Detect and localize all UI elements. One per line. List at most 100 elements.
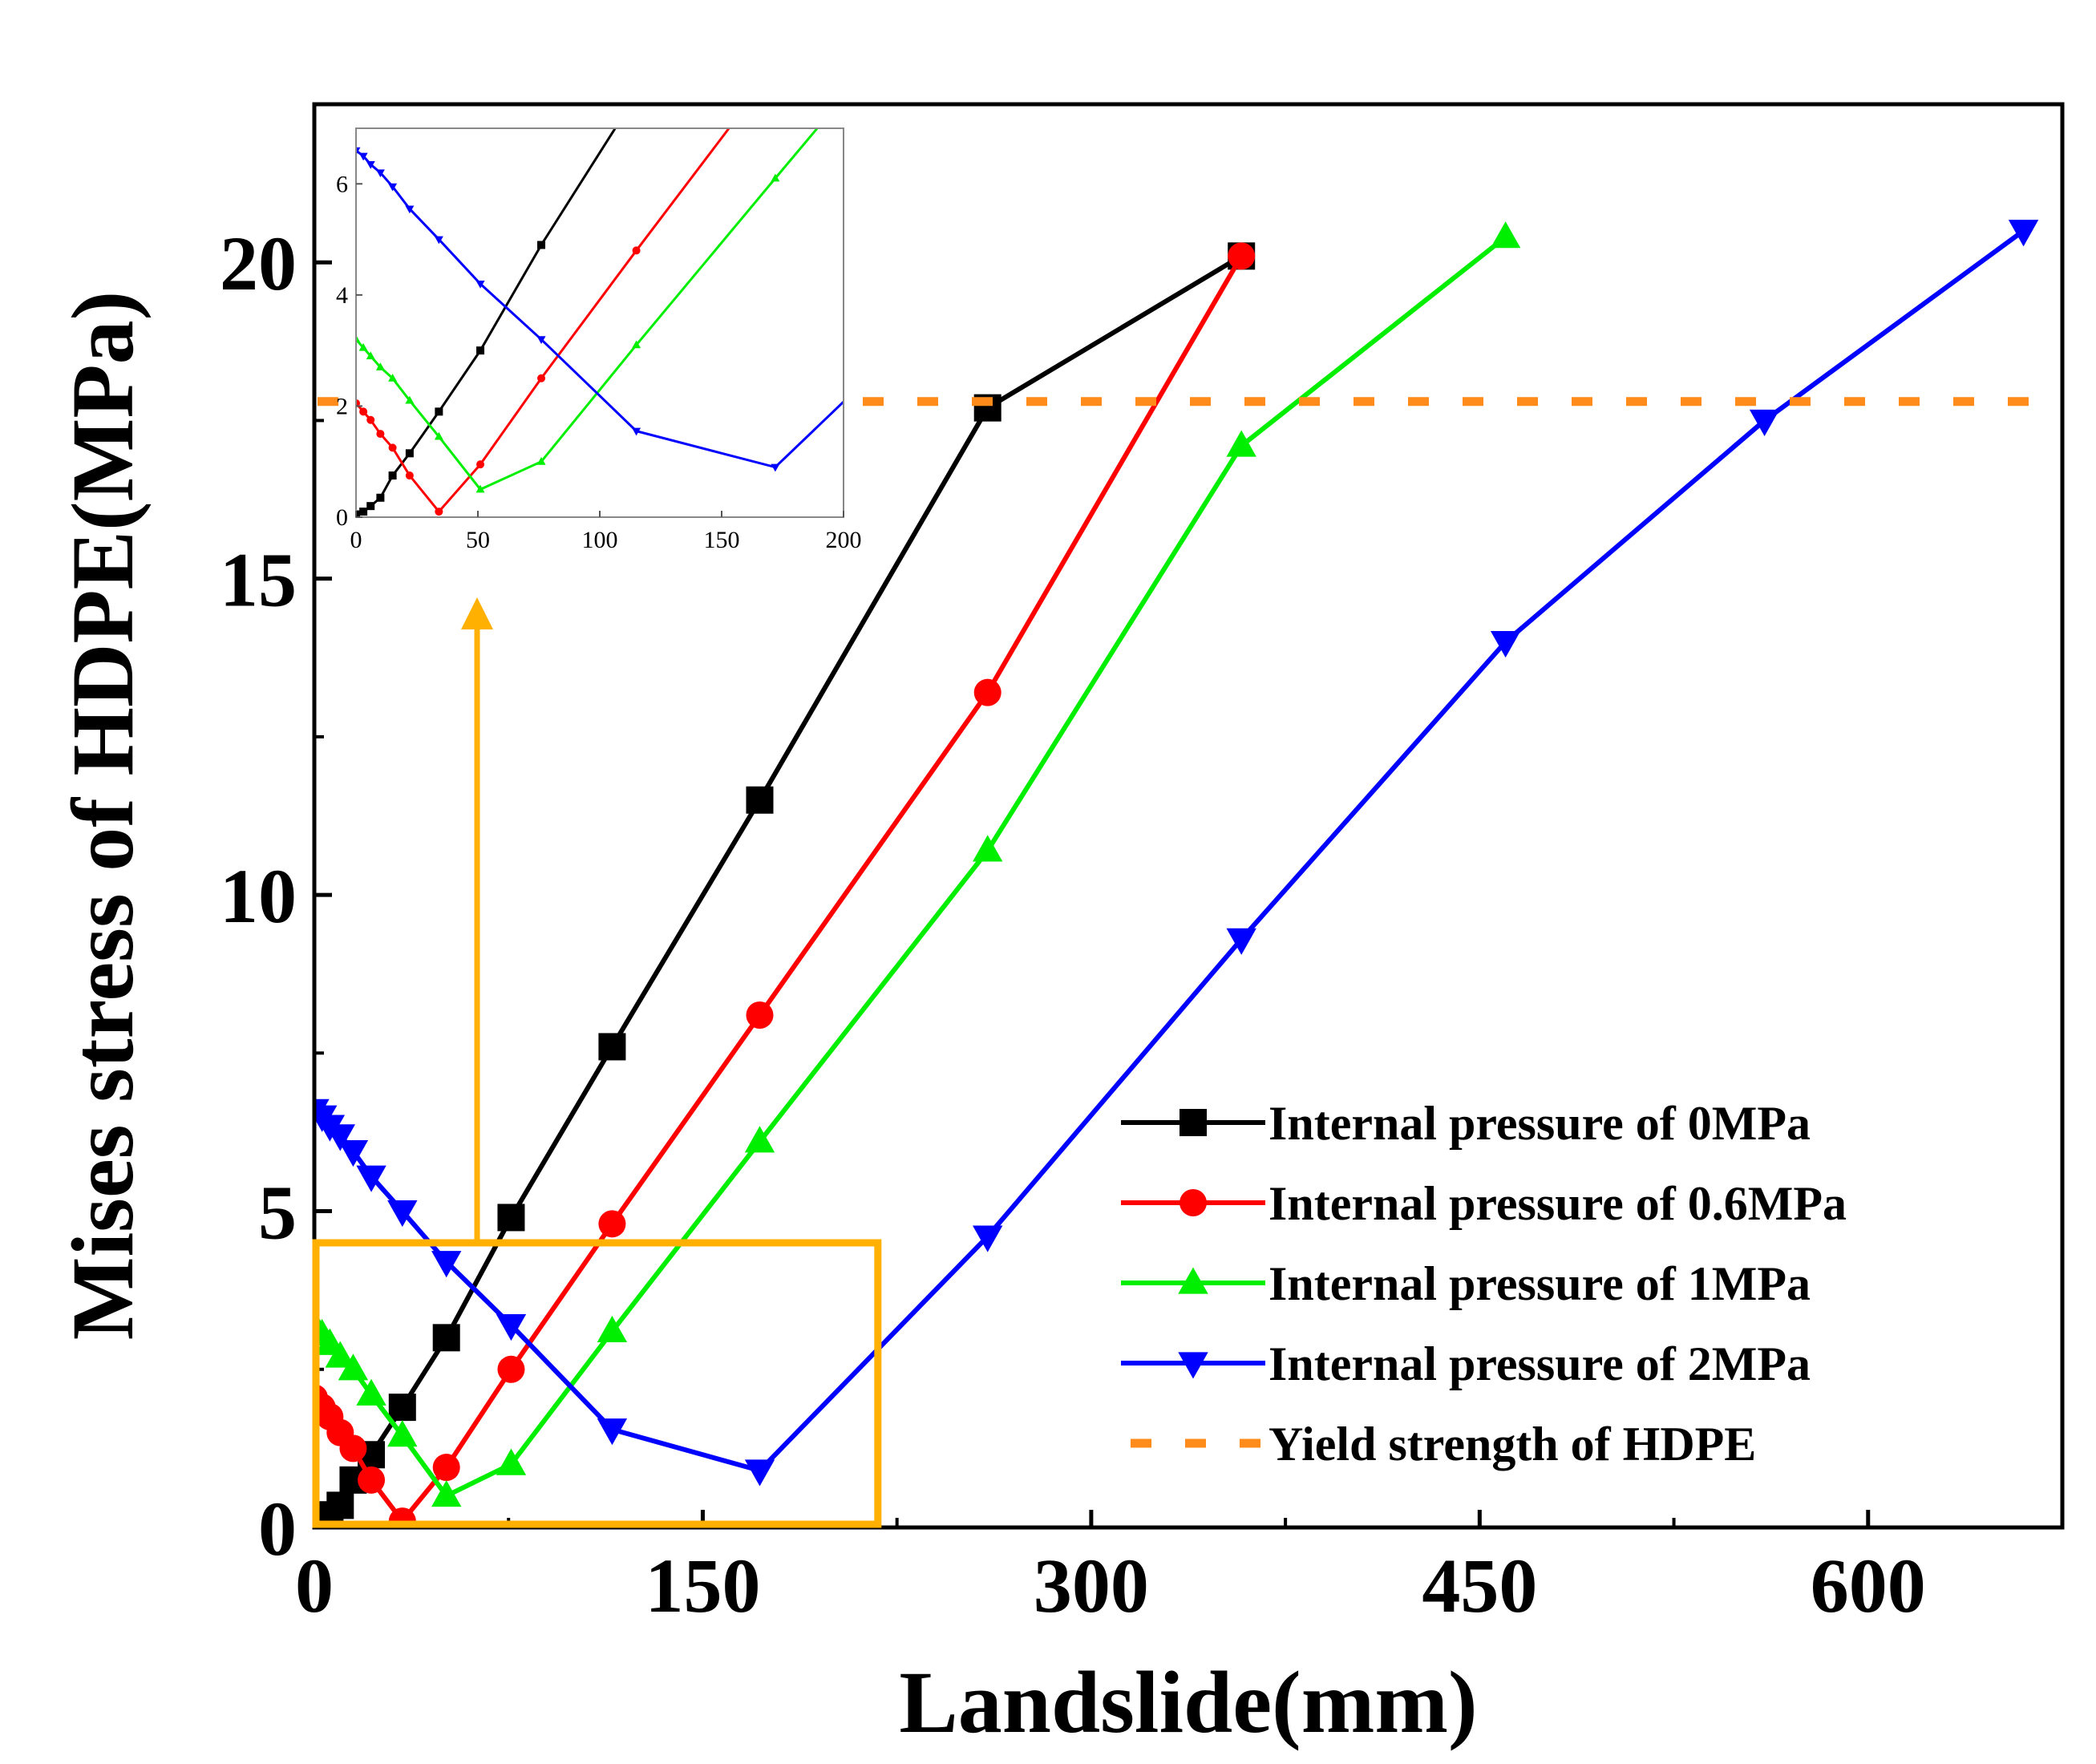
inset-point-s0-0 [356,510,360,517]
data-point-s3-10 [744,1459,775,1487]
data-point-s3-11 [973,1225,1003,1252]
data-point-s3-7 [431,1251,462,1278]
data-point-s2-13 [1490,221,1521,249]
data-point-s3-6 [387,1200,418,1228]
inset-point-s3-5 [405,205,415,214]
data-point-s1-4 [339,1434,367,1463]
inset-point-s3-2 [366,161,375,169]
data-point-s2-8 [496,1448,527,1475]
inset-point-s3-12 [1224,0,1233,5]
legend-marker-0 [1180,1109,1207,1136]
inset-point-s3-0 [356,147,361,156]
inset-x-tick-label-0: 0 [350,527,362,553]
inset-point-s3-10 [771,463,780,472]
data-point-s2-4 [338,1353,369,1381]
inset-point-s2-9 [632,340,641,349]
legend-label-3: Internal pressure of 2MPa [1269,1337,1811,1390]
data-point-s0-7 [432,1324,460,1352]
inset-y-tick-label-1: 2 [336,393,348,419]
inset-point-s1-9 [632,246,641,255]
inset-point-s1-10 [771,63,779,71]
data-point-s3-15 [2008,220,2039,247]
x-tick-label-2: 300 [1034,1543,1149,1628]
data-point-s1-8 [497,1355,525,1383]
inset-point-s1-3 [376,430,385,439]
inset-x-tick-label-4: 200 [826,527,862,553]
inset-point-s2-2 [366,351,375,360]
inset-point-s0-3 [376,493,385,502]
data-point-s0-3 [326,1491,354,1519]
inset-point-s1-5 [405,471,414,480]
inset-point-s1-1 [359,407,368,416]
inset-y-tick-label-0: 0 [336,504,348,531]
x-tick-label-3: 450 [1422,1543,1537,1628]
inset-point-s2-6 [434,431,443,440]
inset-point-s1-8 [537,374,546,382]
inset-point-s3-3 [375,169,385,178]
data-point-s3-12 [1226,928,1256,955]
inset-point-s0-6 [435,407,443,416]
inset-point-s2-7 [475,484,485,493]
inset-point-s2-8 [536,456,546,465]
inset-point-s3-8 [536,336,546,345]
inset-point-s3-1 [358,152,368,161]
inset-plot: 0 50 100 150 200 0 2 4 6 [336,0,1233,553]
legend-label-0: Internal pressure of 0MPa [1269,1097,1811,1150]
legend-label-1: Internal pressure of 0.6MPa [1269,1177,1847,1230]
inset-point-s0-7 [476,346,485,355]
inset-point-s0-2 [366,502,375,511]
data-point-s1-12 [1228,242,1256,270]
data-point-s1-7 [432,1454,460,1482]
x-tick-label-4: 600 [1811,1543,1926,1628]
data-point-s2-5 [356,1378,386,1406]
inset-point-s3-4 [388,183,398,192]
data-point-s0-10 [746,786,774,814]
inset-x-tick-label-3: 150 [704,527,740,553]
zoom-box [312,1239,882,1528]
inset-point-s2-10 [771,173,780,182]
data-point-s3-13 [1490,630,1521,658]
inset-point-s3-7 [475,281,485,289]
x-tick-label-0: 0 [295,1543,334,1628]
legend-marker-3 [1178,1352,1208,1379]
data-point-s3-14 [1749,409,1780,436]
data-point-s0-6 [388,1394,416,1422]
inset-point-s2-4 [388,374,398,382]
inset-point-s1-7 [476,460,485,469]
inset-point-s0-1 [359,508,368,516]
data-point-s2-6 [387,1420,418,1447]
data-point-s2-11 [973,835,1003,862]
inset-point-s0-4 [388,471,397,480]
data-point-s1-5 [358,1466,386,1494]
data-point-s2-10 [744,1126,775,1153]
data-point-s3-5 [356,1165,386,1192]
x-axis-title: Landslide(mm) [899,1653,1477,1751]
inset-series-line-3 [356,149,844,469]
inset-point-s3-9 [632,427,641,436]
data-point-s0-9 [598,1033,626,1061]
data-point-s1-9 [598,1210,626,1238]
legend-marker-1 [1180,1189,1207,1216]
y-tick-label-3: 15 [220,537,297,623]
data-point-s2-12 [1226,430,1256,457]
data-point-s0-8 [497,1204,525,1232]
y-tick-label-1: 5 [258,1170,297,1256]
main-plot-frame [312,102,2065,1530]
inset-point-s0-9 [633,91,641,99]
legend-label-yield: Yield strength of HDPE [1269,1418,1756,1471]
inset-background [356,128,844,517]
inset-point-s1-4 [388,443,397,452]
inset-point-s3-6 [434,236,443,245]
data-point-s1-11 [973,678,1001,706]
y-tick-label-2: 10 [220,853,297,939]
legend-marker-2 [1178,1267,1208,1294]
y-tick-label-0: 0 [258,1486,297,1572]
inset-point-s2-0 [356,334,361,343]
zoom-arrow-head [461,597,493,629]
inset-x-tick-label-2: 100 [582,527,618,553]
legend: Internal pressure of 0MPa Internal pressu… [1121,1097,1847,1471]
y-tick-label-4: 20 [220,220,297,306]
zoom-arrow [461,597,493,1243]
data-point-s3-4 [338,1140,369,1167]
